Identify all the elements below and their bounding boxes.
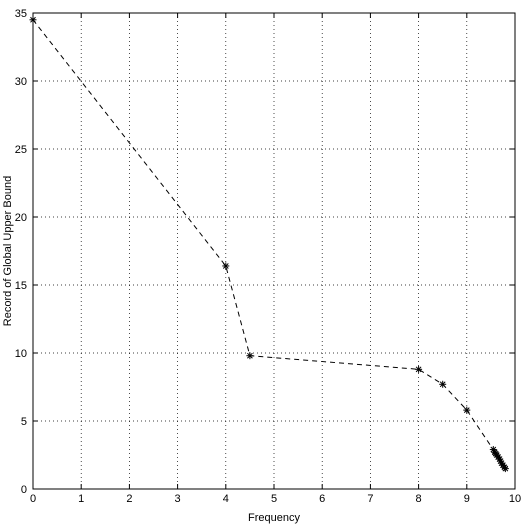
x-tick-label: 8 [416, 493, 422, 505]
y-tick-label: 15 [15, 280, 27, 292]
data-point [246, 352, 254, 360]
y-tick-label: 10 [15, 348, 27, 360]
data-point [501, 465, 509, 473]
data-point [415, 365, 423, 373]
x-tick-label: 9 [464, 493, 470, 505]
data-point [29, 16, 37, 24]
y-tick-label: 5 [21, 416, 27, 428]
x-tick-label: 4 [223, 493, 229, 505]
y-tick-label: 0 [21, 484, 27, 496]
series-layer [29, 16, 509, 473]
axis-ticks: 0 1 2 3 4 5 6 7 8 9 10 0 5 10 15 20 25 30 35 [15, 8, 521, 505]
x-tick-label: 1 [78, 493, 84, 505]
y-tick-label: 20 [15, 212, 27, 224]
x-tick-label: 7 [367, 493, 373, 505]
x-tick-label: 3 [175, 493, 181, 505]
x-tick-label: 0 [30, 493, 36, 505]
grid [33, 13, 515, 489]
x-tick-label: 10 [509, 493, 521, 505]
x-axis-label: Frequency [248, 512, 300, 524]
y-axis-label: Record of Global Upper Bound [2, 176, 14, 326]
y-tick-label: 25 [15, 144, 27, 156]
series-line [32, 19, 506, 469]
x-tick-label: 2 [126, 493, 132, 505]
x-tick-label: 6 [319, 493, 325, 505]
data-point [463, 406, 471, 414]
data-point [222, 262, 230, 270]
data-point [439, 380, 447, 388]
y-tick-label: 35 [15, 8, 27, 20]
x-tick-label: 5 [271, 493, 277, 505]
y-tick-label: 30 [15, 76, 27, 88]
